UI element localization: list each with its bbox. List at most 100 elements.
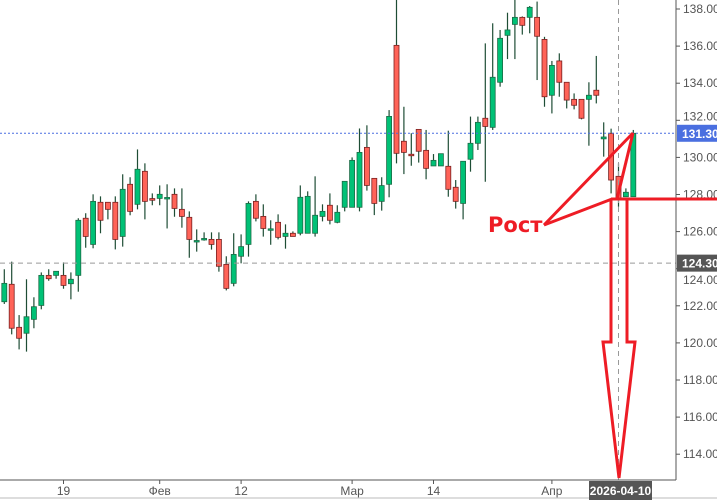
x-tick-label: 14 xyxy=(427,484,441,498)
candle-body xyxy=(215,238,222,267)
candle-body xyxy=(400,140,407,153)
candle xyxy=(297,185,304,236)
candle xyxy=(201,232,208,241)
candle xyxy=(378,177,385,211)
candle-body xyxy=(97,201,104,221)
crosshair-price-text: 124.30 xyxy=(682,257,717,271)
candle xyxy=(282,224,289,249)
candle-body xyxy=(526,6,533,18)
candle xyxy=(578,98,585,120)
candle-body xyxy=(623,191,629,198)
candle-body xyxy=(23,316,30,334)
x-tick-label: 19 xyxy=(57,484,71,498)
candle xyxy=(430,154,437,167)
candle-body xyxy=(534,16,540,37)
annotation-label-rost: Рост xyxy=(488,213,543,237)
candle-body xyxy=(460,160,467,204)
candle xyxy=(82,213,89,248)
candle-body xyxy=(363,146,370,186)
y-tick-label: 116.00 xyxy=(683,410,717,424)
candle-body xyxy=(75,219,82,276)
candle-body xyxy=(519,16,526,26)
candle-body xyxy=(349,159,356,208)
candle-body xyxy=(497,37,504,83)
candle xyxy=(60,262,67,289)
candle xyxy=(1,269,8,304)
candle-body xyxy=(53,270,59,276)
candle xyxy=(141,163,148,220)
y-tick-label: 138.00 xyxy=(683,2,717,16)
candle xyxy=(312,176,319,237)
candle-body xyxy=(252,200,259,219)
candle-body xyxy=(68,278,74,285)
candle-body xyxy=(408,153,415,157)
candle-body xyxy=(549,64,555,96)
candle-body xyxy=(326,204,333,221)
candle xyxy=(341,180,348,212)
candle xyxy=(586,82,592,146)
candle xyxy=(519,16,526,35)
candle-body xyxy=(245,203,252,245)
candle xyxy=(8,261,15,335)
candle xyxy=(53,270,59,279)
candle xyxy=(386,110,393,198)
last-price-text: 131.30 xyxy=(682,127,717,141)
candle-body xyxy=(378,185,385,202)
y-tick-label: 114.00 xyxy=(683,447,717,461)
candle-body xyxy=(134,168,141,205)
candle-body xyxy=(334,211,341,223)
candle-body xyxy=(238,246,245,257)
candle xyxy=(600,122,607,157)
candle xyxy=(245,201,252,257)
candle xyxy=(16,315,23,350)
candle-body xyxy=(571,98,577,106)
candle xyxy=(512,0,518,60)
candle xyxy=(215,232,222,272)
candle xyxy=(482,43,489,182)
candle xyxy=(534,1,540,81)
candle-body xyxy=(267,228,274,231)
y-tick-label: 120.00 xyxy=(683,336,717,350)
candle-body xyxy=(208,238,215,245)
candle xyxy=(252,194,259,222)
candle xyxy=(149,193,156,206)
candle-body xyxy=(186,216,193,240)
candle xyxy=(504,12,511,60)
candle-body xyxy=(312,214,319,234)
candle-body xyxy=(223,264,230,289)
candle xyxy=(549,60,555,114)
candle-body xyxy=(119,188,126,237)
candle-body xyxy=(482,117,489,127)
x-tick-label: Мар xyxy=(340,484,364,498)
candle xyxy=(171,188,178,217)
candle xyxy=(437,153,444,167)
candle-body xyxy=(260,215,267,229)
candle-body xyxy=(193,240,200,243)
y-tick-label: 130.00 xyxy=(683,150,717,164)
candle-body xyxy=(1,282,8,303)
y-tick-label: 118.00 xyxy=(683,373,717,387)
candle-body xyxy=(282,232,289,237)
candle xyxy=(97,196,104,234)
candle xyxy=(556,53,563,97)
candle xyxy=(134,149,141,210)
candle xyxy=(68,272,74,300)
candle-body xyxy=(393,44,400,154)
candle xyxy=(223,256,230,291)
candle-body xyxy=(415,128,422,152)
candle xyxy=(460,160,467,220)
x-tick-label: Фев xyxy=(149,484,171,498)
x-tick-label: 12 xyxy=(234,484,248,498)
candle-body xyxy=(430,159,437,167)
candle xyxy=(267,220,274,245)
candle-body xyxy=(38,274,45,306)
candle xyxy=(608,128,614,194)
candle xyxy=(105,201,111,220)
crosshair-date-label: 2026-04-10 xyxy=(589,481,652,500)
annotation-line-to-high xyxy=(542,131,635,227)
candle xyxy=(186,211,193,258)
candle xyxy=(38,272,45,310)
candle xyxy=(408,133,415,166)
candle-body xyxy=(452,186,459,202)
candle xyxy=(563,81,570,109)
